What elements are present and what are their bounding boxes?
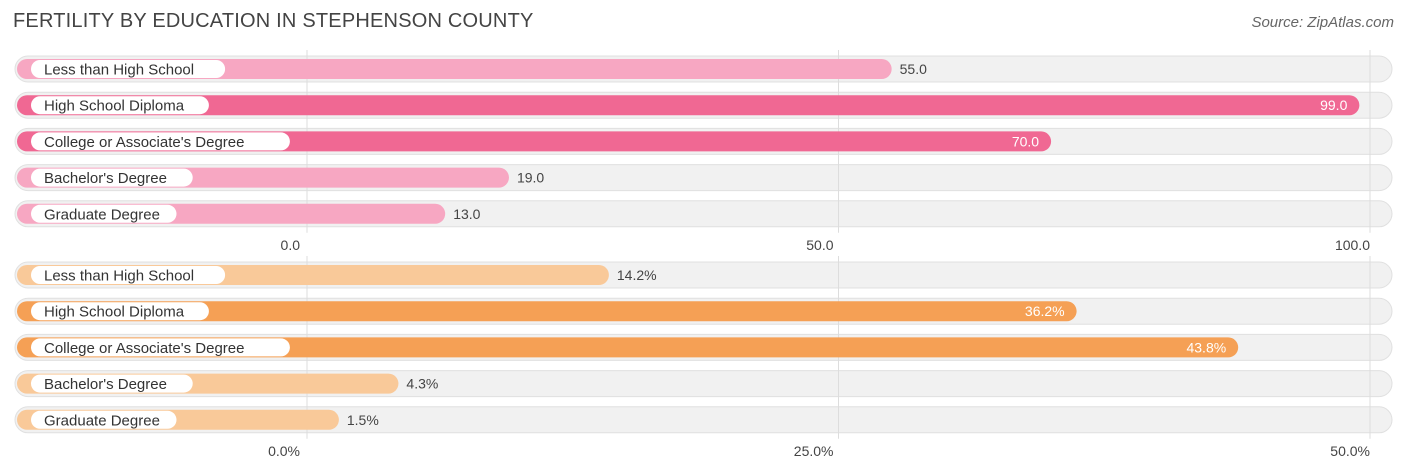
category-label: College or Associate's Degree <box>44 340 244 357</box>
value-label: 99.0 <box>1320 97 1347 113</box>
source-label: Source: ZipAtlas.com <box>1251 14 1394 31</box>
value-label: 70.0 <box>1012 133 1039 149</box>
tick-label: 25.0% <box>794 443 834 459</box>
category-pill <box>31 168 193 187</box>
bar <box>17 301 1077 322</box>
category-label: Less than High School <box>44 268 194 285</box>
category-label: Bachelor's Degree <box>44 170 167 187</box>
category-pill <box>31 302 209 321</box>
bar <box>17 95 1360 116</box>
category-pill <box>31 204 177 223</box>
category-label: Bachelor's Degree <box>44 376 167 393</box>
chart-title: FERTILITY BY EDUCATION IN STEPHENSON COU… <box>13 10 534 32</box>
value-label: 19.0 <box>517 170 544 186</box>
value-label: 55.0 <box>900 61 927 77</box>
category-label: Less than High School <box>44 62 194 79</box>
category-pill <box>31 410 177 429</box>
tick-label: 0.0 <box>281 237 301 253</box>
value-label: 14.2% <box>617 267 657 283</box>
value-label: 13.0 <box>453 206 480 222</box>
value-label: 43.8% <box>1186 339 1226 355</box>
category-pill <box>31 96 209 115</box>
bar <box>17 337 1239 358</box>
category-label: College or Associate's Degree <box>44 134 244 151</box>
category-label: High School Diploma <box>44 304 185 321</box>
category-label: High School Diploma <box>44 98 185 115</box>
category-pill <box>31 374 193 393</box>
category-pill <box>31 132 290 151</box>
value-label: 4.3% <box>406 376 438 392</box>
tick-label: 50.0% <box>1330 443 1370 459</box>
category-pill <box>31 338 290 357</box>
bar <box>17 59 892 79</box>
tick-label: 50.0 <box>806 237 833 253</box>
value-label: 36.2% <box>1025 303 1065 319</box>
tick-label: 0.0% <box>268 443 300 459</box>
category-label: Graduate Degree <box>44 206 160 223</box>
category-pill <box>31 266 226 284</box>
tick-label: 100.0 <box>1335 237 1370 253</box>
row-background <box>14 406 1393 434</box>
value-label: 1.5% <box>347 412 379 428</box>
category-label: Graduate Degree <box>44 412 160 429</box>
category-pill <box>31 60 226 78</box>
